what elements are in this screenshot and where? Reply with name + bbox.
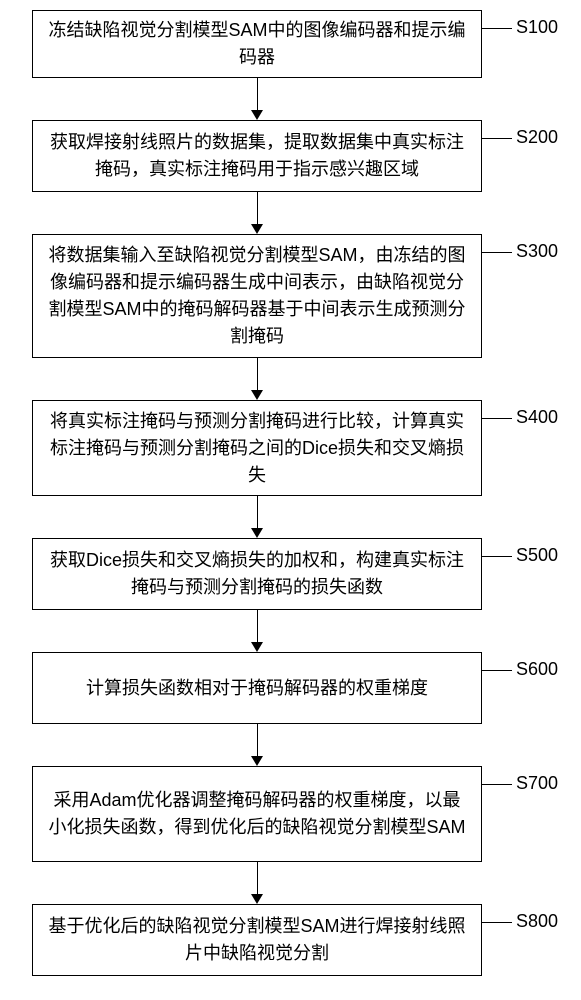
step-label-S500: S500	[516, 545, 558, 566]
flow-arrow	[257, 192, 258, 224]
label-connector	[482, 418, 512, 419]
label-connector	[482, 252, 512, 253]
arrow-head-icon	[251, 642, 263, 652]
arrow-head-icon	[251, 894, 263, 904]
step-label-S200: S200	[516, 127, 558, 148]
label-connector	[482, 556, 512, 557]
flow-node-n7: 采用Adam优化器调整掩码解码器的权重梯度，以最小化损失函数，得到优化后的缺陷视…	[32, 766, 482, 862]
step-label-S800: S800	[516, 911, 558, 932]
flow-node-text: 将真实标注掩码与预测分割掩码进行比较，计算真实标注掩码与预测分割掩码之间的Dic…	[45, 408, 469, 489]
flow-arrow	[257, 610, 258, 642]
flow-arrow	[257, 724, 258, 756]
step-label-S300: S300	[516, 241, 558, 262]
step-label-S100: S100	[516, 17, 558, 38]
flow-node-n1: 冻结缺陷视觉分割模型SAM中的图像编码器和提示编码器	[32, 10, 482, 78]
flow-node-n3: 将数据集输入至缺陷视觉分割模型SAM，由冻结的图像编码器和提示编码器生成中间表示…	[32, 234, 482, 358]
label-connector	[482, 28, 512, 29]
flow-node-text: 计算损失函数相对于掩码解码器的权重梯度	[86, 675, 428, 702]
flow-node-n2: 获取焊接射线照片的数据集，提取数据集中真实标注掩码，真实标注掩码用于指示感兴趣区…	[32, 120, 482, 192]
flow-arrow	[257, 78, 258, 110]
flow-node-n4: 将真实标注掩码与预测分割掩码进行比较，计算真实标注掩码与预测分割掩码之间的Dic…	[32, 400, 482, 496]
flow-node-n6: 计算损失函数相对于掩码解码器的权重梯度	[32, 652, 482, 724]
arrow-head-icon	[251, 110, 263, 120]
flow-node-text: 采用Adam优化器调整掩码解码器的权重梯度，以最小化损失函数，得到优化后的缺陷视…	[45, 787, 469, 841]
label-connector	[482, 670, 512, 671]
flow-node-n8: 基于优化后的缺陷视觉分割模型SAM进行焊接射线照片中缺陷视觉分割	[32, 904, 482, 976]
flow-arrow	[257, 358, 258, 390]
flow-node-text: 基于优化后的缺陷视觉分割模型SAM进行焊接射线照片中缺陷视觉分割	[45, 913, 469, 967]
flow-node-text: 获取焊接射线照片的数据集，提取数据集中真实标注掩码，真实标注掩码用于指示感兴趣区…	[45, 129, 469, 183]
label-connector	[482, 138, 512, 139]
flow-node-text: 冻结缺陷视觉分割模型SAM中的图像编码器和提示编码器	[45, 17, 469, 71]
flow-node-text: 将数据集输入至缺陷视觉分割模型SAM，由冻结的图像编码器和提示编码器生成中间表示…	[45, 242, 469, 350]
label-connector	[482, 784, 512, 785]
flow-node-text: 获取Dice损失和交叉熵损失的加权和，构建真实标注掩码与预测分割掩码的损失函数	[45, 547, 469, 601]
flowchart-canvas: 冻结缺陷视觉分割模型SAM中的图像编码器和提示编码器 S100 获取焊接射线照片的数…	[0, 0, 581, 1000]
flow-arrow	[257, 862, 258, 894]
step-label-S700: S700	[516, 773, 558, 794]
arrow-head-icon	[251, 224, 263, 234]
label-connector	[482, 922, 512, 923]
step-label-S600: S600	[516, 659, 558, 680]
flow-arrow	[257, 496, 258, 528]
arrow-head-icon	[251, 528, 263, 538]
arrow-head-icon	[251, 390, 263, 400]
arrow-head-icon	[251, 756, 263, 766]
step-label-S400: S400	[516, 407, 558, 428]
flow-node-n5: 获取Dice损失和交叉熵损失的加权和，构建真实标注掩码与预测分割掩码的损失函数	[32, 538, 482, 610]
